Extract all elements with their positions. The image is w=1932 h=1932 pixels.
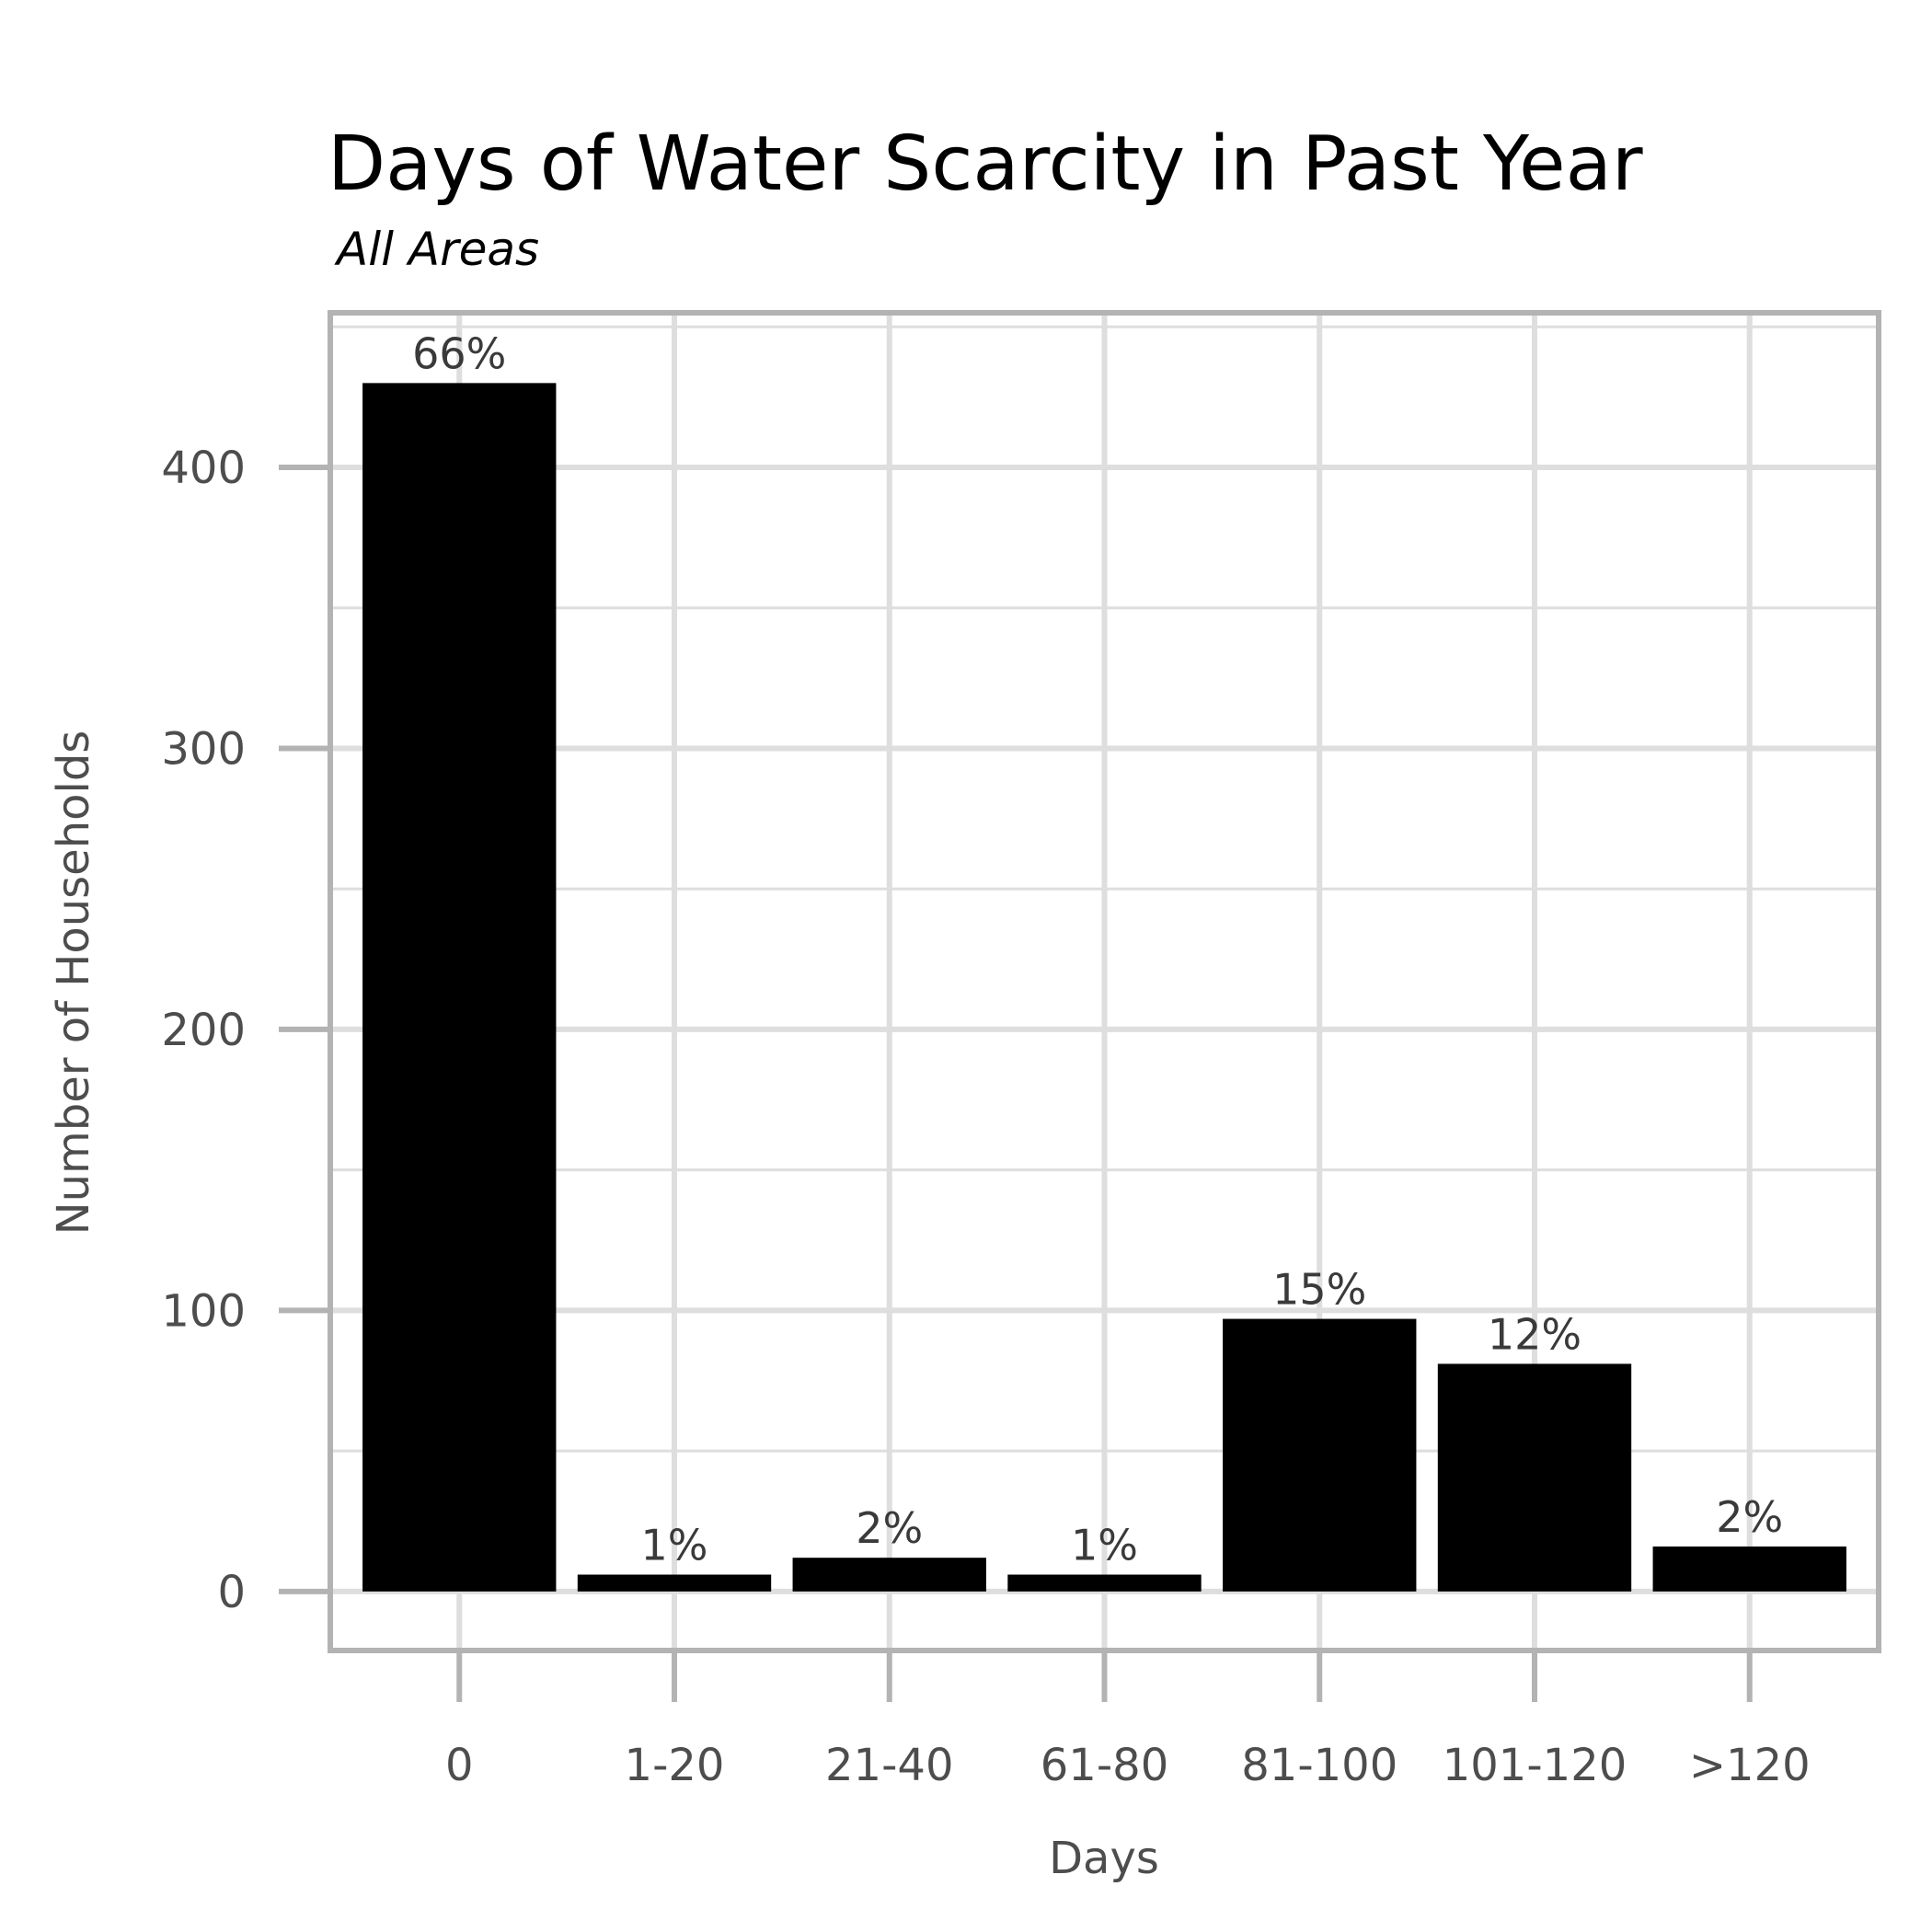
chart-subtitle: All Areas: [334, 223, 539, 276]
bar-5: [1437, 1363, 1632, 1592]
x-tick-label: 61-80: [1041, 1740, 1168, 1791]
data-labels: 66% 1% 2% 1% 15% 12% 2%: [412, 328, 1783, 1570]
bars: [362, 383, 1846, 1592]
y-tick-label: 100: [161, 1285, 246, 1337]
data-label-4: 15%: [1272, 1265, 1366, 1315]
data-label-0: 66%: [412, 328, 506, 378]
axes: 0 100 200 300 400 0 1-20 21-40 61-80 81-100 101-12…: [161, 310, 1881, 1791]
x-tick-label: 81-100: [1241, 1740, 1397, 1791]
bar-4: [1223, 1318, 1417, 1592]
bar-2: [792, 1558, 986, 1592]
x-tick-label: >120: [1689, 1740, 1811, 1791]
x-axis-label: Days: [1049, 1833, 1159, 1884]
bar-3: [1007, 1574, 1202, 1592]
x-tick-label: 1-20: [625, 1740, 725, 1791]
x-tick-label: 21-40: [825, 1740, 953, 1791]
y-axis-label: Number of Households: [48, 730, 99, 1236]
y-tick-label: 400: [161, 443, 246, 494]
bar-6: [1652, 1546, 1846, 1592]
data-label-6: 2%: [1716, 1492, 1783, 1542]
data-label-5: 12%: [1488, 1309, 1581, 1359]
grid: [330, 313, 1879, 1650]
x-tick-label: 101-120: [1443, 1740, 1627, 1791]
chart-title: Days of Water Scarcity in Past Year: [328, 121, 1643, 208]
y-tick-label: 0: [217, 1567, 246, 1618]
y-tick-label: 300: [161, 723, 246, 775]
x-tick-label: 0: [445, 1740, 474, 1791]
bar-1: [577, 1574, 772, 1592]
bar-0: [362, 383, 557, 1592]
data-label-3: 1%: [1071, 1521, 1138, 1570]
y-tick-label: 200: [161, 1005, 246, 1056]
data-label-2: 2%: [856, 1503, 923, 1553]
data-label-1: 1%: [641, 1521, 708, 1570]
